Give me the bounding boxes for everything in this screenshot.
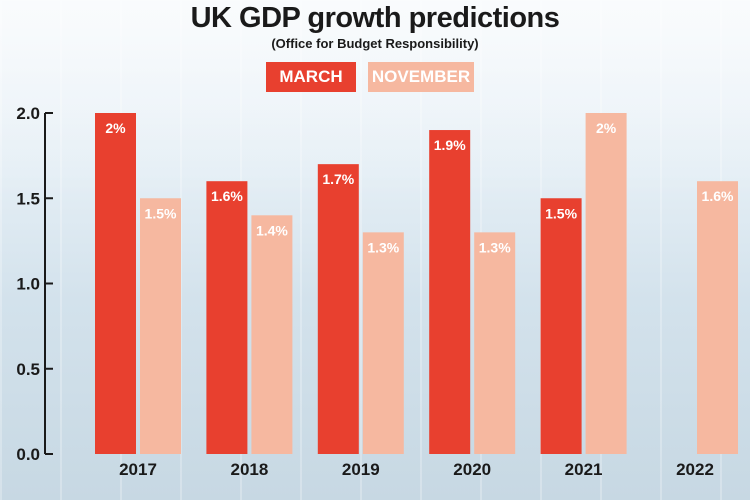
x-tick-label: 2018 (230, 460, 268, 479)
data-label: 2% (105, 120, 126, 136)
chart-title: UK GDP growth predictions (190, 2, 560, 34)
x-tick-label: 2020 (453, 460, 491, 479)
data-label: 1.7% (322, 171, 354, 187)
legend-item-november: NOVEMBER (368, 62, 474, 92)
data-label: 1.4% (256, 222, 288, 238)
bar-november-2020 (474, 232, 516, 454)
bar-november-2018 (251, 215, 293, 454)
bar-march-2020 (429, 130, 471, 455)
data-label: 1.9% (434, 137, 466, 153)
y-tick-label: 2.0 (16, 104, 40, 123)
y-tick-label: 0.5 (16, 360, 40, 379)
bar-march-2019 (317, 164, 359, 454)
bar-november-2021 (585, 113, 627, 454)
bar-march-2017 (95, 113, 136, 454)
bar-november-2022 (697, 181, 738, 454)
data-label: 1.5% (145, 205, 177, 221)
data-label: 1.6% (702, 188, 734, 204)
bar-march-2018 (206, 181, 248, 454)
data-label: 1.6% (211, 188, 243, 204)
data-label: 1.3% (479, 239, 511, 255)
y-tick-label: 1.0 (16, 275, 40, 294)
x-tick-label: 2021 (565, 460, 603, 479)
data-label: 2% (596, 120, 617, 136)
y-tick-label: 0.0 (16, 445, 40, 464)
y-tick-label: 1.5 (16, 189, 40, 208)
bar-march-2021 (540, 198, 582, 454)
legend-item-march: MARCH (266, 62, 356, 92)
x-tick-label: 2019 (342, 460, 380, 479)
bar-november-2019 (362, 232, 404, 454)
data-label: 1.5% (545, 205, 577, 221)
chart-subtitle: (Office for Budget Responsibility) (271, 36, 479, 51)
x-tick-label: 2017 (119, 460, 157, 479)
data-label: 1.3% (367, 239, 399, 255)
x-tick-label: 2022 (676, 460, 714, 479)
bar-november-2017 (140, 198, 181, 454)
